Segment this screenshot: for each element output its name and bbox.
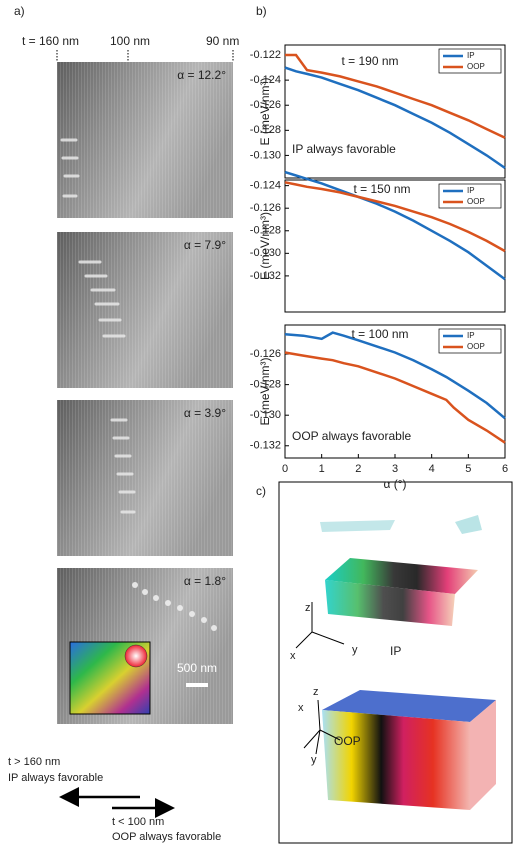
y-tick-label: -0.132 bbox=[250, 270, 281, 282]
oop-axes bbox=[303, 699, 341, 755]
y-tick-label: -0.122 bbox=[250, 49, 281, 61]
y-tick-label: -0.130 bbox=[250, 247, 281, 259]
x-tick-label: 4 bbox=[429, 463, 435, 475]
data-line bbox=[284, 66, 506, 170]
axis-label: z bbox=[305, 602, 311, 614]
angle-label: α = 1.8° bbox=[184, 574, 226, 588]
legend-label: OOP bbox=[467, 342, 485, 351]
y-axis-label: E (meV/nm³) bbox=[258, 77, 272, 145]
y-tick-label: -0.128 bbox=[250, 124, 281, 136]
arrow-label: IP always favorable bbox=[8, 772, 103, 784]
legend-box bbox=[438, 328, 502, 354]
arrow-label: t < 100 nm bbox=[112, 816, 164, 828]
structure-label: OOP bbox=[334, 734, 361, 748]
y-tick-label: -0.124 bbox=[250, 180, 281, 192]
x-axis-label: α (°) bbox=[383, 477, 406, 491]
legend-label: OOP bbox=[467, 197, 485, 206]
legend-box bbox=[438, 183, 502, 209]
panel-label: a) bbox=[14, 4, 25, 18]
angle-label: α = 12.2° bbox=[177, 68, 226, 82]
y-tick-label: -0.130 bbox=[250, 149, 281, 161]
y-tick-label: -0.126 bbox=[250, 348, 281, 360]
angle-label: α = 3.9° bbox=[184, 406, 226, 420]
structure-label: IP bbox=[390, 644, 401, 658]
x-tick-label: 6 bbox=[502, 463, 508, 475]
y-axis-label: E (meV/nm³) bbox=[258, 212, 272, 280]
axis-label: y bbox=[352, 644, 358, 656]
angle-label: α = 7.9° bbox=[184, 238, 226, 252]
panel-label: c) bbox=[256, 484, 266, 498]
micrographs bbox=[57, 62, 233, 724]
y-tick-label: -0.130 bbox=[250, 409, 281, 421]
axis-label: y bbox=[311, 754, 317, 766]
x-tick-label: 0 bbox=[282, 463, 288, 475]
data-line bbox=[284, 331, 506, 420]
thickness-label: t = 160 nm bbox=[22, 34, 79, 48]
data-line bbox=[284, 181, 506, 253]
panel-label: b) bbox=[256, 4, 267, 18]
plot-frame bbox=[284, 44, 506, 179]
legend-label: IP bbox=[467, 331, 475, 340]
x-tick-label: 1 bbox=[319, 463, 325, 475]
arrow-label: t > 160 nm bbox=[8, 756, 60, 768]
x-tick-label: 3 bbox=[392, 463, 398, 475]
ip-structure bbox=[320, 515, 482, 626]
y-tick-label: -0.126 bbox=[250, 202, 281, 214]
oop-structure bbox=[322, 690, 496, 810]
legend-box bbox=[438, 48, 502, 74]
panel-c-frame bbox=[278, 481, 513, 844]
y-tick-label: -0.132 bbox=[250, 440, 281, 452]
legend-label: OOP bbox=[467, 62, 485, 71]
thickness-label: 100 nm bbox=[110, 34, 150, 48]
plot-frame bbox=[284, 179, 506, 313]
legend-label: IP bbox=[467, 186, 475, 195]
x-tick-label: 5 bbox=[465, 463, 471, 475]
y-axis-label: E (meV/nm³) bbox=[258, 357, 272, 425]
data-line bbox=[284, 351, 506, 444]
y-tick-label: -0.128 bbox=[250, 379, 281, 391]
annotation: OOP always favorable bbox=[292, 429, 411, 443]
axis-label: x bbox=[298, 702, 304, 714]
ip-axes bbox=[295, 602, 345, 649]
annotation: t = 100 nm bbox=[351, 327, 408, 341]
annotation: t = 190 nm bbox=[341, 54, 398, 68]
legend-label: IP bbox=[467, 51, 475, 60]
thickness-markers bbox=[56, 50, 234, 62]
thickness-label: 90 nm bbox=[206, 34, 239, 48]
y-tick-label: -0.128 bbox=[250, 225, 281, 237]
annotation: IP always favorable bbox=[292, 142, 396, 156]
y-tick-label: -0.126 bbox=[250, 99, 281, 111]
x-tick-label: 2 bbox=[355, 463, 361, 475]
y-tick-label: -0.124 bbox=[250, 74, 281, 86]
annotation: t = 150 nm bbox=[353, 182, 410, 196]
arrow-label: OOP always favorable bbox=[112, 831, 221, 843]
axis-label: z bbox=[313, 686, 319, 698]
data-line bbox=[285, 53, 506, 139]
axis-label: x bbox=[290, 650, 296, 662]
data-line bbox=[284, 170, 506, 281]
scale-bar-label: 500 nm bbox=[177, 661, 217, 675]
